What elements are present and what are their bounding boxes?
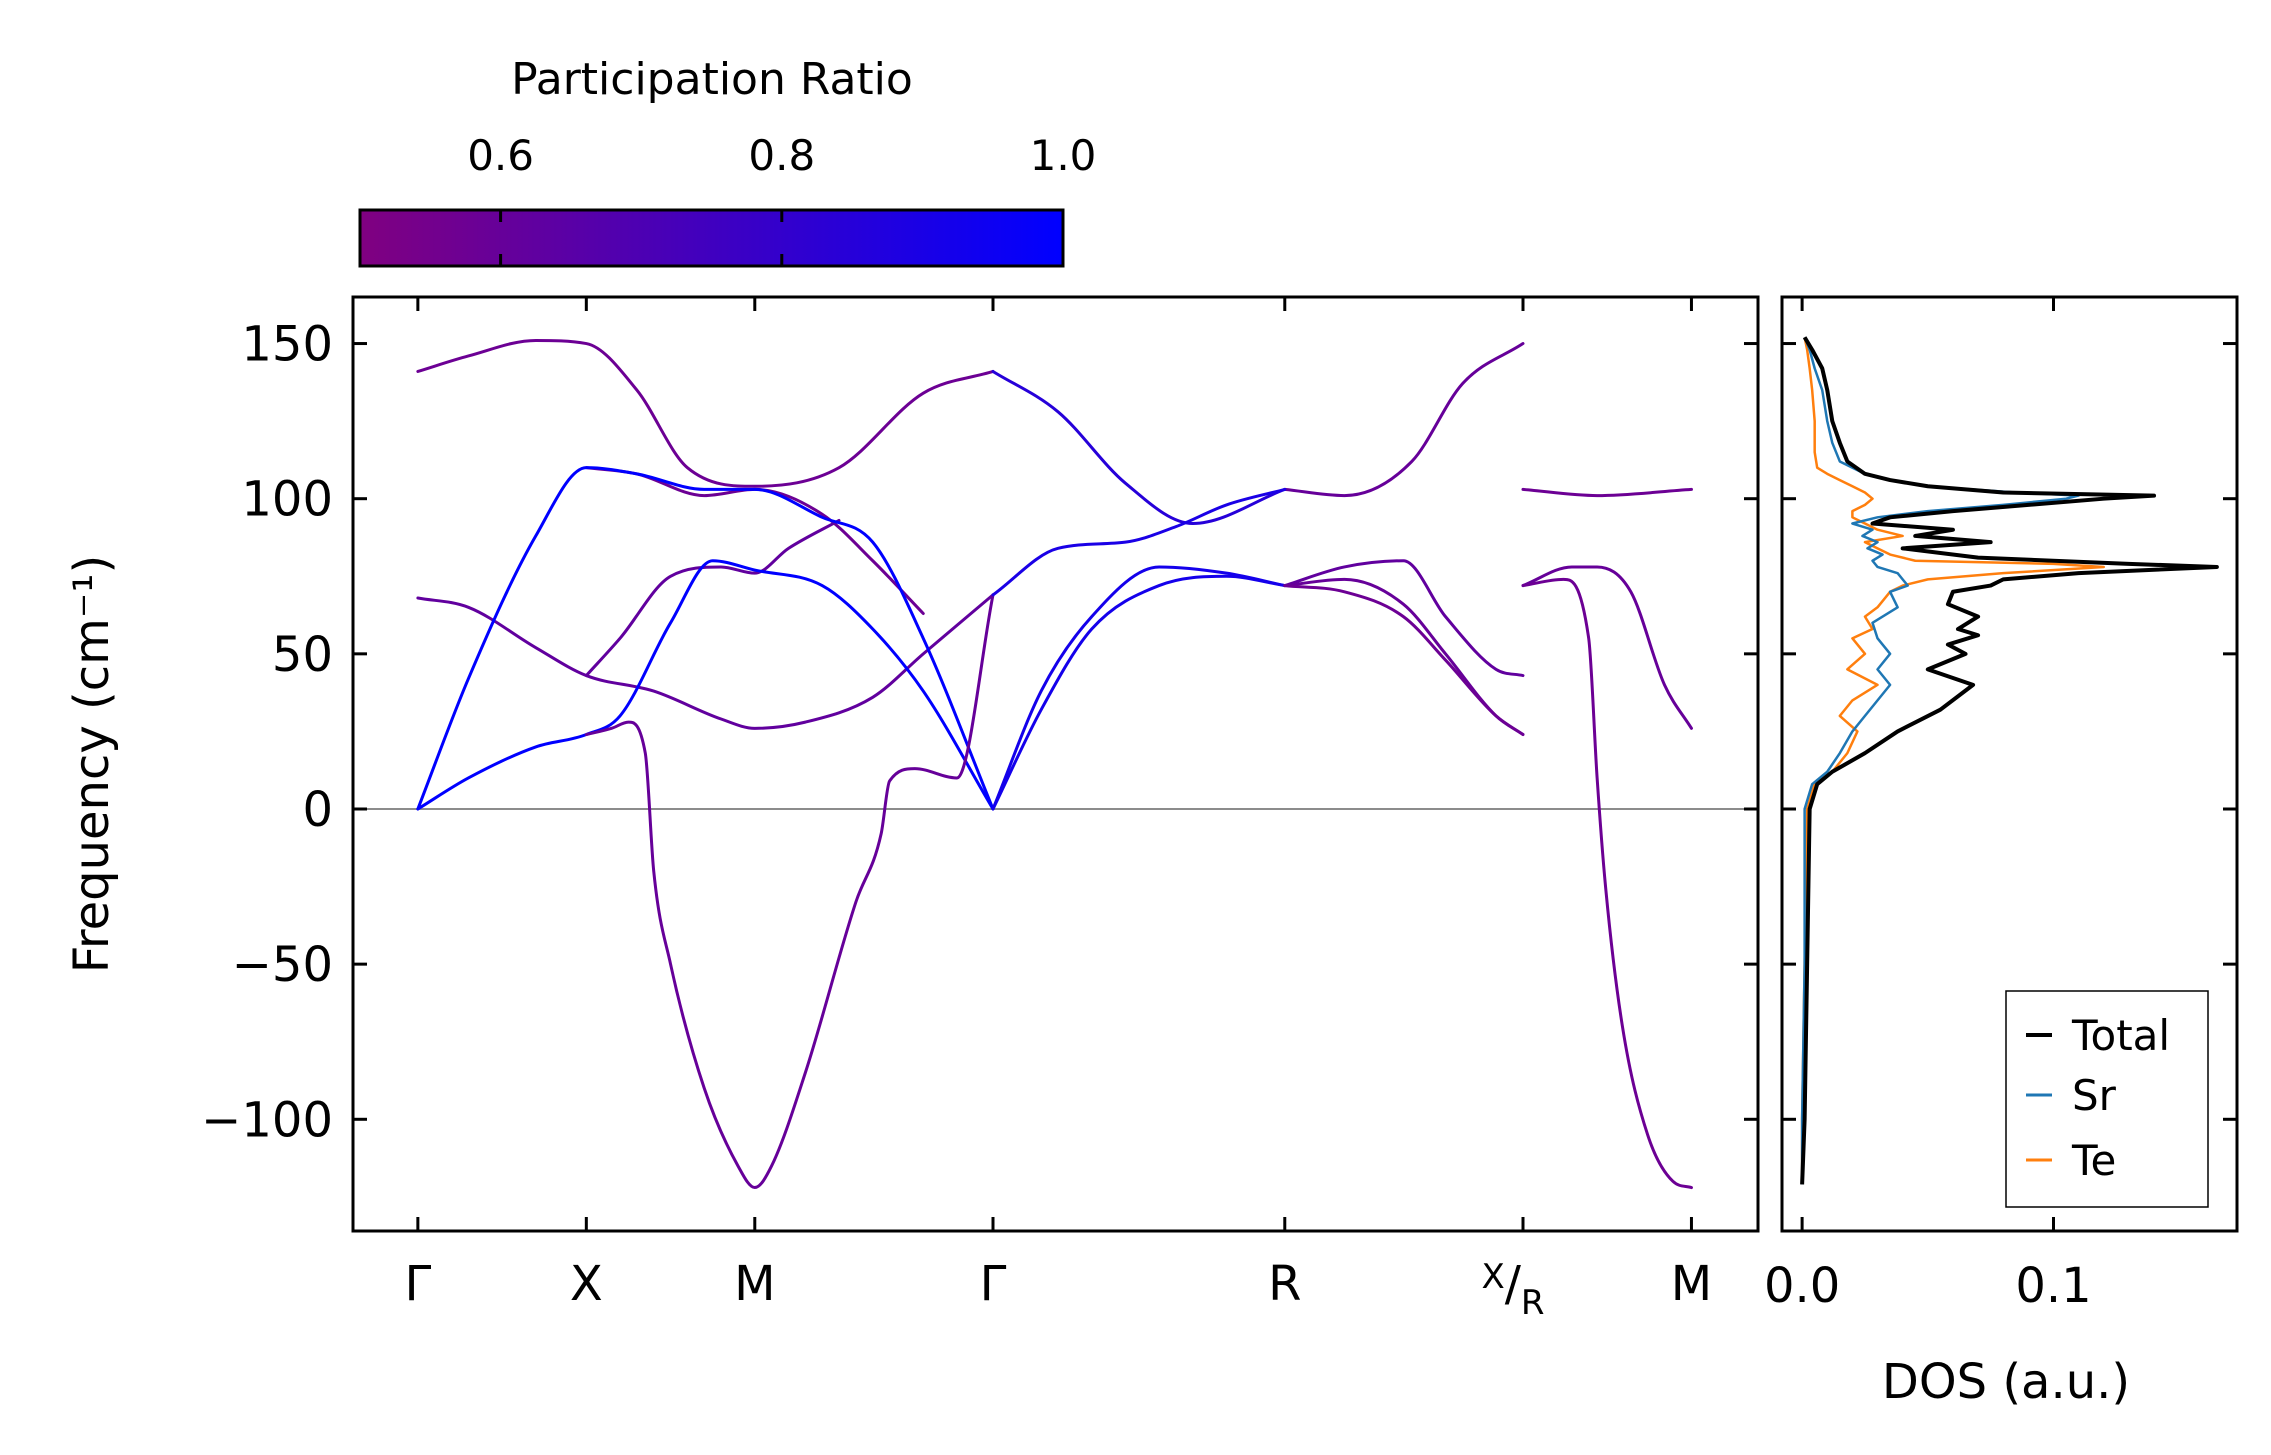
legend-label-te: Te xyxy=(2071,1136,2116,1185)
phonon-band-13 xyxy=(1283,559,1525,678)
phonon-band-1 xyxy=(416,338,995,488)
band-y-tick-label: 150 xyxy=(241,317,333,373)
phonon-band-16 xyxy=(1521,487,1693,498)
dos-line-total xyxy=(1800,336,2219,1185)
colorbar-tick-label: 0.8 xyxy=(748,131,815,180)
band-y-tick-label: 50 xyxy=(272,627,333,683)
band-y-tick-label: −100 xyxy=(201,1092,333,1148)
band-lines xyxy=(416,338,1693,1190)
y-axis-label: Frequency (cm⁻¹) xyxy=(64,555,120,973)
high-symmetry-label: M xyxy=(734,1256,775,1312)
dos-lines xyxy=(1800,336,2219,1185)
phonon-band-9 xyxy=(584,593,995,1190)
colorbar-gradient xyxy=(358,208,1065,268)
phonon-band-6 xyxy=(584,518,841,678)
band-axes-frame xyxy=(351,295,1760,1233)
legend: Total Sr Te xyxy=(2005,990,2209,1208)
phonon-band-11 xyxy=(991,565,1287,811)
phonon-band-4 xyxy=(416,593,995,730)
phonon-band-12 xyxy=(991,574,1287,811)
high-symmetry-label: Γ xyxy=(404,1256,431,1312)
legend-box xyxy=(2005,990,2209,1208)
legend-label-total: Total xyxy=(2071,1011,2170,1060)
high-symmetry-label: X/R xyxy=(1481,1256,1544,1323)
phonon-band-8 xyxy=(416,559,995,811)
band-y-tick-label: 100 xyxy=(241,472,333,528)
colorbar-label: Participation Ratio xyxy=(511,54,913,105)
phonon-band-7 xyxy=(416,466,995,811)
legend-label-sr: Sr xyxy=(2072,1071,2117,1120)
dos-line-te xyxy=(1800,337,2106,1185)
dos-x-tick-label: 0.1 xyxy=(2015,1258,2091,1314)
phonon-band-15 xyxy=(1283,584,1525,737)
dos-panel: 0.0 0.1 DOS (a.u.) Total Sr Te xyxy=(1764,295,2239,1410)
phonon-band-2 xyxy=(991,369,1287,526)
colorbar-tick-label: 1.0 xyxy=(1030,131,1097,180)
high-symmetry-label: M xyxy=(1671,1256,1712,1312)
dos-ticks: 0.0 0.1 xyxy=(1764,297,2237,1314)
colorbar-ticks: 0.6 0.8 1.0 xyxy=(467,131,1096,266)
phonon-band-3 xyxy=(1283,342,1525,498)
band-y-ticks: −100 −50 0 50 100 150 xyxy=(201,317,1758,1148)
band-x-ticks: Γ X M Γ R X/R M xyxy=(404,297,1712,1323)
phonon-band-14 xyxy=(1283,577,1525,737)
phonon-band-10 xyxy=(991,487,1287,597)
high-symmetry-label: R xyxy=(1268,1256,1301,1312)
high-symmetry-label: Γ xyxy=(980,1256,1007,1312)
phonon-band-18 xyxy=(1521,577,1693,1190)
dos-axes-frame xyxy=(1780,295,2239,1233)
colorbar: Participation Ratio 0.6 0.8 1.0 xyxy=(358,54,1096,268)
dos-x-axis-label: DOS (a.u.) xyxy=(1882,1354,2130,1410)
dos-x-tick-label: 0.0 xyxy=(1764,1258,1840,1314)
high-symmetry-label: X xyxy=(570,1256,603,1312)
band-y-tick-label: 0 xyxy=(302,782,333,838)
band-y-tick-label: −50 xyxy=(232,937,333,993)
band-structure-panel: −100 −50 0 50 100 150 Γ X M Γ R X/R M Frequency (cm… xyxy=(64,295,1760,1323)
phonon-band-17 xyxy=(1521,565,1693,730)
colorbar-tick-label: 0.6 xyxy=(467,131,534,180)
